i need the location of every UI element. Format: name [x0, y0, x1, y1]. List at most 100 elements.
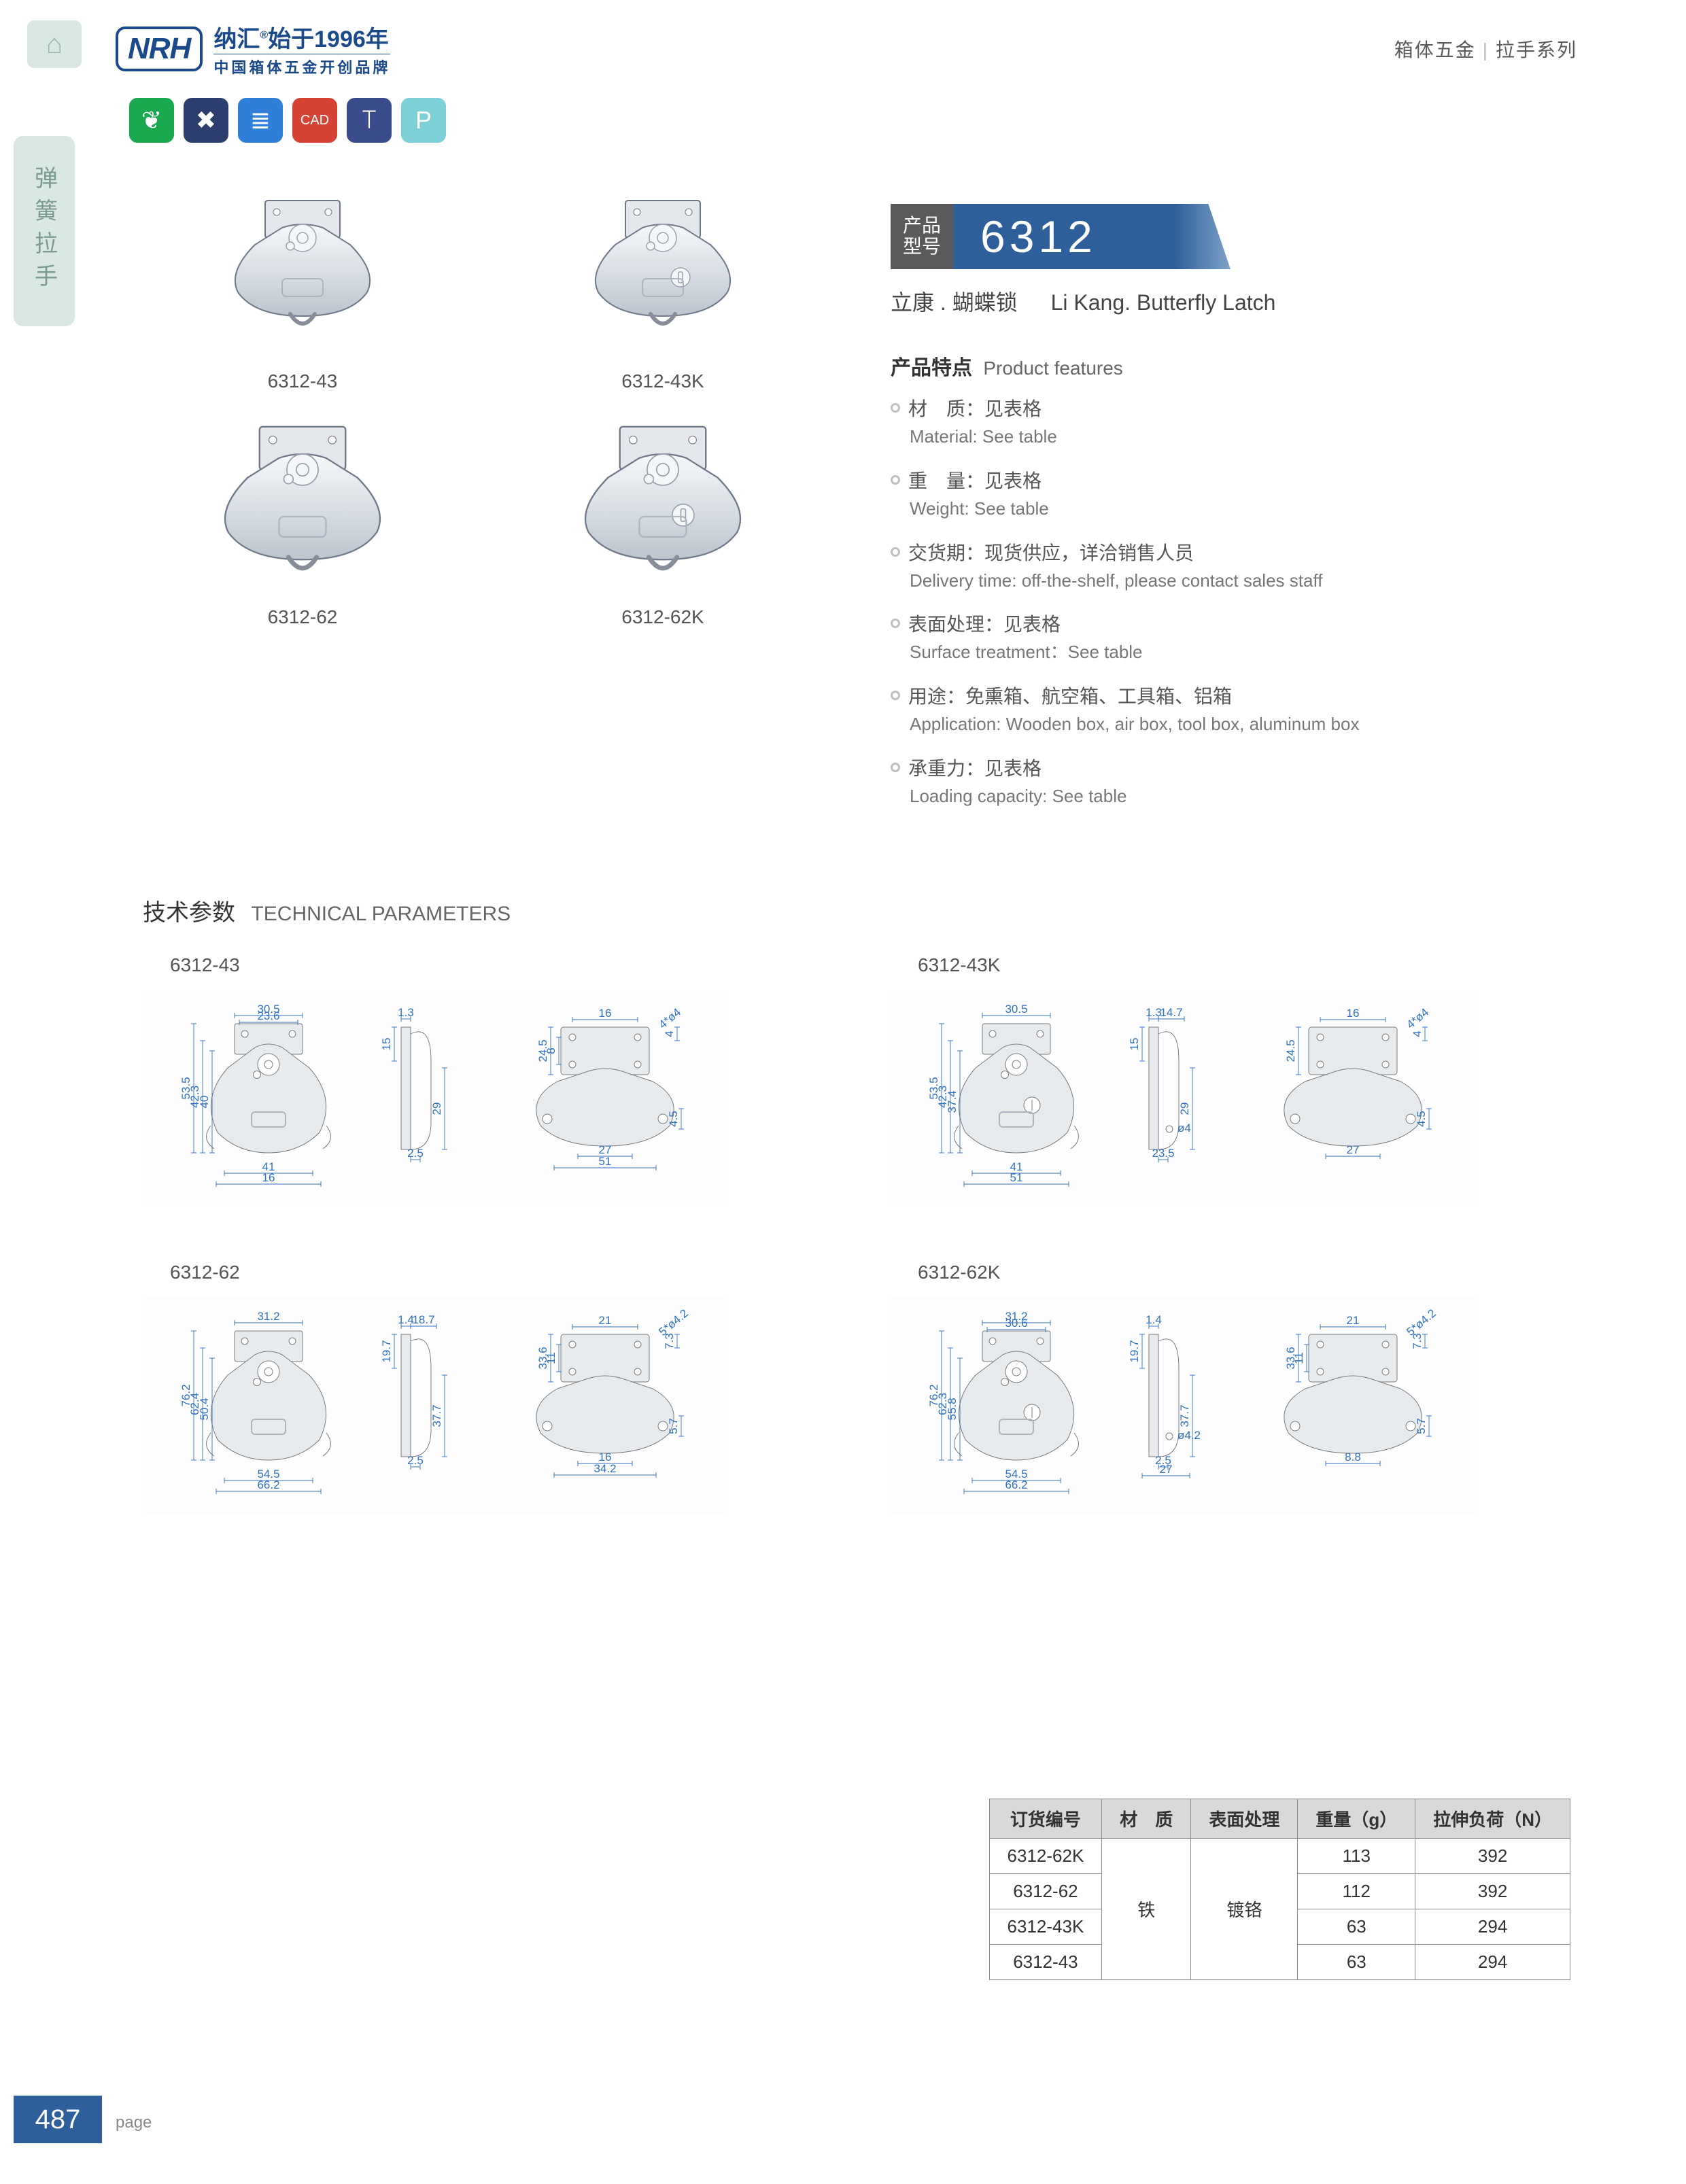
feature-cn: 交货期：现货供应，详洽销售人员	[908, 538, 1194, 566]
bullet-icon	[891, 403, 900, 413]
svg-text:30.6: 30.6	[1005, 1317, 1027, 1330]
feature-item: 重 量：见表格 Weight: See table	[891, 466, 1570, 521]
svg-text:15: 15	[1128, 1037, 1141, 1050]
model-banner: 产品 型号 6312	[891, 204, 1231, 269]
svg-text:ø4: ø4	[1177, 1122, 1191, 1134]
model-sub-en: Li Kang. Butterfly Latch	[1051, 290, 1276, 315]
feature-cn: 用途：免熏箱、航空箱、工具箱、铝箱	[908, 682, 1232, 709]
svg-text:1.3: 1.3	[398, 1006, 414, 1019]
feature-item: 表面处理：见表格 Surface treatment：See table	[891, 610, 1570, 664]
cad-icon: CAD	[292, 98, 337, 143]
cell-code: 6312-43	[989, 1945, 1102, 1980]
feature-item: 交货期：现货供应，详洽销售人员 Delivery time: off-the-s…	[891, 538, 1570, 593]
corner-hardware-icon: ⌂	[27, 20, 82, 68]
brand-cn: 纳汇	[213, 27, 260, 52]
svg-text:31.2: 31.2	[257, 1310, 279, 1323]
svg-text:1.4: 1.4	[1146, 1313, 1162, 1326]
svg-text:66.2: 66.2	[257, 1478, 279, 1491]
feature-cn: 表面处理：见表格	[908, 610, 1061, 637]
svg-text:23.6: 23.6	[257, 1009, 279, 1022]
svg-text:21: 21	[1347, 1314, 1360, 1327]
feature-en: Surface treatment：See table	[910, 641, 1426, 664]
header-category-2: 拉手系列	[1496, 39, 1577, 60]
svg-text:27: 27	[1347, 1143, 1360, 1156]
tech-drawing-label: 6312-62	[170, 1262, 823, 1283]
screw-icon: ⟙	[347, 98, 392, 143]
svg-text:21: 21	[599, 1314, 612, 1327]
render-label: 6312-62K	[503, 606, 823, 628]
feature-list: 材 质：见表格 Material: See table重 量：见表格 Weigh…	[891, 394, 1570, 808]
feature-cn: 重 量：见表格	[908, 466, 1042, 493]
svg-text:19.7: 19.7	[380, 1340, 393, 1362]
header-category-1: 箱体五金	[1394, 39, 1476, 60]
technical-drawing-grid: 6312-43 30.5 23.6 41 16	[143, 954, 1570, 1514]
bullet-icon	[891, 691, 900, 700]
table-row: 6312-62K铁镀铬113392	[989, 1839, 1570, 1874]
svg-text:30.5: 30.5	[1005, 1003, 1027, 1016]
product-render: 6312-43K	[503, 184, 823, 392]
tech-drawing-cell: 6312-62K 31.2 30.6 54.5 66.2	[891, 1262, 1570, 1514]
svg-text:34.2: 34.2	[593, 1462, 616, 1475]
cell-weight: 63	[1298, 1909, 1415, 1945]
model-label-top: 产品	[903, 215, 941, 237]
cell-load: 294	[1415, 1945, 1570, 1980]
cell-code: 6312-62K	[989, 1839, 1102, 1874]
svg-text:23.5: 23.5	[1152, 1147, 1174, 1160]
bullet-icon	[891, 475, 900, 485]
bullet-icon	[891, 547, 900, 557]
leaf-icon: ❦	[129, 98, 174, 143]
badge-row: ❦✖≣CAD⟙P	[129, 98, 1686, 143]
table-header: 拉伸负荷（N）	[1415, 1799, 1570, 1839]
svg-text:55.8: 55.8	[946, 1398, 959, 1420]
tech-header-en: TECHNICAL PARAMETERS	[251, 903, 511, 925]
cell-weight: 113	[1298, 1839, 1415, 1874]
svg-text:37.7: 37.7	[430, 1404, 443, 1427]
model-number: 6312	[953, 204, 1231, 269]
features-header-en: Product features	[983, 358, 1122, 379]
product-render: 6312-62	[143, 419, 462, 628]
table-header: 订货编号	[989, 1799, 1102, 1839]
cell-weight: 112	[1298, 1874, 1415, 1909]
feature-item: 用途：免熏箱、航空箱、工具箱、铝箱 Application: Wooden bo…	[891, 682, 1570, 736]
svg-text:66.2: 66.2	[1005, 1478, 1027, 1491]
svg-text:51: 51	[599, 1155, 612, 1168]
svg-text:16: 16	[599, 1007, 612, 1020]
render-label: 6312-43	[143, 370, 462, 392]
svg-text:29: 29	[430, 1102, 443, 1115]
svg-text:24.5: 24.5	[1284, 1039, 1297, 1062]
since-text: 始于1996年	[268, 27, 389, 52]
svg-text:2.5: 2.5	[407, 1454, 424, 1467]
svg-text:1.4: 1.4	[398, 1313, 414, 1326]
svg-text:11: 11	[1292, 1352, 1305, 1364]
cell-code: 6312-43K	[989, 1909, 1102, 1945]
product-render: 6312-62K	[503, 419, 823, 628]
feature-cn: 承重力：见表格	[908, 754, 1042, 781]
svg-text:15: 15	[380, 1037, 393, 1050]
feature-en: Weight: See table	[910, 498, 1426, 521]
svg-text:7.3: 7.3	[1411, 1333, 1424, 1349]
tech-drawing-label: 6312-43	[170, 954, 823, 976]
feature-en: Material: See table	[910, 426, 1426, 449]
feature-en: Application: Wooden box, air box, tool b…	[910, 713, 1426, 736]
tech-header-cn: 技术参数	[143, 900, 235, 926]
features-header-cn: 产品特点	[891, 357, 972, 379]
tech-drawing-cell: 6312-43 30.5 23.6 41 16	[143, 954, 823, 1207]
logo-mark: NRH	[116, 27, 203, 71]
cell-finish: 镀铬	[1191, 1839, 1298, 1980]
svg-text:5.7: 5.7	[1415, 1418, 1428, 1434]
render-label: 6312-62	[143, 606, 462, 628]
p-icon: P	[401, 98, 446, 143]
cell-weight: 63	[1298, 1945, 1415, 1980]
side-category-tab: 弹簧拉手	[14, 136, 75, 326]
tech-drawing-cell: 6312-43K 30.5 41 51 53.5	[891, 954, 1570, 1207]
bullet-icon	[891, 763, 900, 772]
tech-drawing: 30.5 41 51 53.5 42.3 37.4 ø4	[891, 990, 1475, 1207]
model-sub-cn: 立康 . 蝴蝶锁	[891, 290, 1018, 315]
svg-text:14.7: 14.7	[1160, 1006, 1182, 1019]
page-header: NRH 纳汇®始于1996年 中国箱体五金开创品牌 箱体五金|拉手系列	[0, 0, 1686, 77]
table-header: 重量（g）	[1298, 1799, 1415, 1839]
slogan: 中国箱体五金开创品牌	[213, 54, 390, 77]
svg-text:1.3: 1.3	[1146, 1006, 1162, 1019]
svg-text:7.3: 7.3	[663, 1333, 676, 1349]
product-render-grid: 6312-43 6312-43K	[143, 184, 823, 628]
